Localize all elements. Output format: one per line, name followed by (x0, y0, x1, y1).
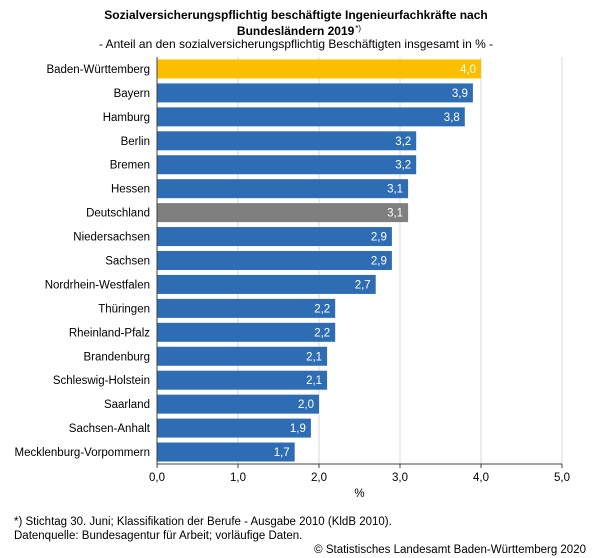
bar (157, 59, 481, 79)
x-tick-label: 0,0 (149, 472, 165, 484)
chart-title-line2: Bundesländern 2019 (236, 24, 355, 38)
value-label: 3,1 (387, 208, 403, 220)
bar (157, 298, 336, 318)
bar (157, 442, 295, 462)
x-tick-label: 4,0 (473, 472, 489, 484)
bar-chart: Baden-Württemberg 4,0 Bayern 3,9 Hamburg 3,8 B… (14, 57, 570, 500)
bar (157, 179, 409, 199)
value-label: 2,2 (314, 327, 330, 339)
category-label: Niedersachsen (73, 232, 150, 244)
bar (157, 394, 319, 414)
category-label: Sachsen-Anhalt (69, 423, 151, 435)
bar (157, 227, 392, 247)
value-label: 1,7 (274, 447, 290, 459)
bar (157, 155, 417, 175)
value-label: 4,0 (460, 64, 476, 76)
bar (157, 131, 417, 151)
bar (157, 346, 328, 366)
value-label: 3,1 (387, 184, 403, 196)
category-label: Deutschland (86, 208, 150, 220)
category-label: Hessen (111, 184, 150, 196)
value-label: 2,9 (371, 256, 387, 268)
bar (157, 251, 392, 270)
category-label: Schleswig-Holstein (53, 375, 150, 387)
category-label: Sachsen (105, 256, 150, 268)
value-label: 3,2 (395, 160, 411, 172)
category-label: Baden-Württemberg (46, 64, 150, 76)
value-label: 2,0 (298, 399, 314, 411)
value-label: 2,9 (371, 232, 387, 244)
value-label: 2,1 (306, 351, 322, 363)
bar (157, 83, 473, 103)
chart-title: Sozialversicherungspflichtig beschäftigt… (0, 8, 592, 38)
category-label: Bremen (110, 160, 150, 172)
chart-title-line1: Sozialversicherungspflichtig beschäftigt… (104, 8, 488, 22)
chart-subtitle: - Anteil an den sozialversicherungspflic… (98, 37, 494, 51)
bar (157, 418, 311, 438)
bar (157, 203, 409, 223)
x-tick-label: 3,0 (392, 472, 408, 484)
category-label: Mecklenburg-Vorpommern (14, 447, 150, 459)
footnote-marker: *) (355, 24, 362, 33)
bar (157, 107, 465, 127)
bar (157, 322, 336, 342)
category-label: Berlin (121, 136, 150, 148)
copyright-text: © Statistisches Landesamt Baden-Württemb… (314, 544, 586, 556)
value-label: 3,8 (444, 112, 460, 124)
x-tick-label: 1,0 (230, 472, 246, 484)
category-label: Saarland (104, 399, 150, 411)
x-axis-title: % (354, 488, 364, 500)
bar (157, 370, 328, 390)
category-label: Rheinland-Pfalz (69, 327, 150, 339)
value-label: 3,2 (395, 136, 411, 148)
value-label: 3,9 (452, 88, 468, 100)
value-label: 2,7 (355, 279, 371, 291)
data-source-text: Datenquelle: Bundesagentur für Arbeit; v… (14, 530, 303, 542)
x-tick-label: 2,0 (311, 472, 327, 484)
category-label: Hamburg (103, 112, 150, 124)
category-label: Bayern (114, 88, 150, 100)
value-label: 2,1 (306, 375, 322, 387)
category-label: Brandenburg (84, 351, 151, 363)
category-label: Nordrhein-Westfalen (45, 279, 150, 291)
value-label: 2,2 (314, 303, 330, 315)
footnote-text: *) Stichtag 30. Juni; Klassifikation der… (14, 516, 392, 528)
bar (157, 274, 376, 294)
x-tick-label: 5,0 (554, 472, 570, 484)
category-label: Thüringen (98, 303, 150, 315)
value-label: 1,9 (290, 423, 306, 435)
